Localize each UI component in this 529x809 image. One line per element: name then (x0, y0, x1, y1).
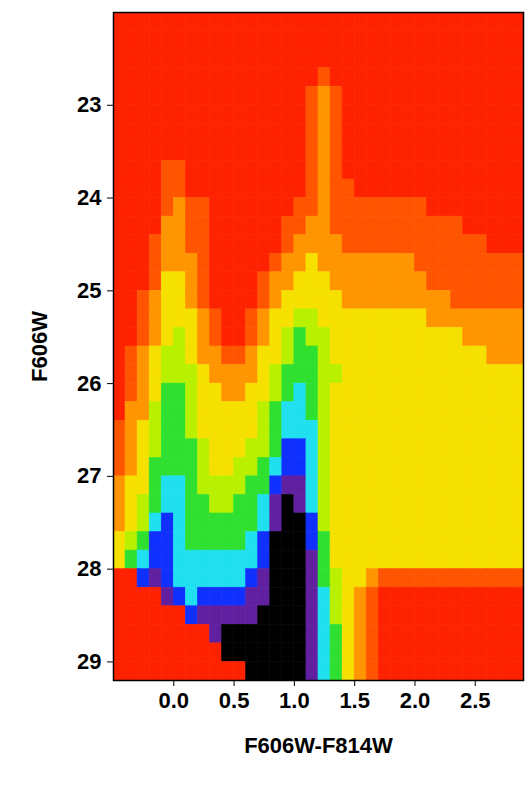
svg-text:23: 23 (77, 92, 101, 117)
svg-text:2.5: 2.5 (460, 688, 491, 713)
svg-text:25: 25 (77, 278, 101, 303)
svg-text:2.0: 2.0 (400, 688, 431, 713)
svg-text:0.5: 0.5 (219, 688, 250, 713)
svg-text:1.5: 1.5 (339, 688, 370, 713)
svg-text:F606W-F814W: F606W-F814W (244, 733, 393, 758)
svg-text:1.0: 1.0 (279, 688, 310, 713)
svg-text:F606W: F606W (27, 311, 52, 382)
svg-text:27: 27 (77, 463, 101, 488)
svg-text:0.0: 0.0 (158, 688, 189, 713)
svg-text:29: 29 (77, 649, 101, 674)
svg-text:26: 26 (77, 371, 101, 396)
svg-text:24: 24 (77, 185, 102, 210)
svg-text:28: 28 (77, 556, 101, 581)
